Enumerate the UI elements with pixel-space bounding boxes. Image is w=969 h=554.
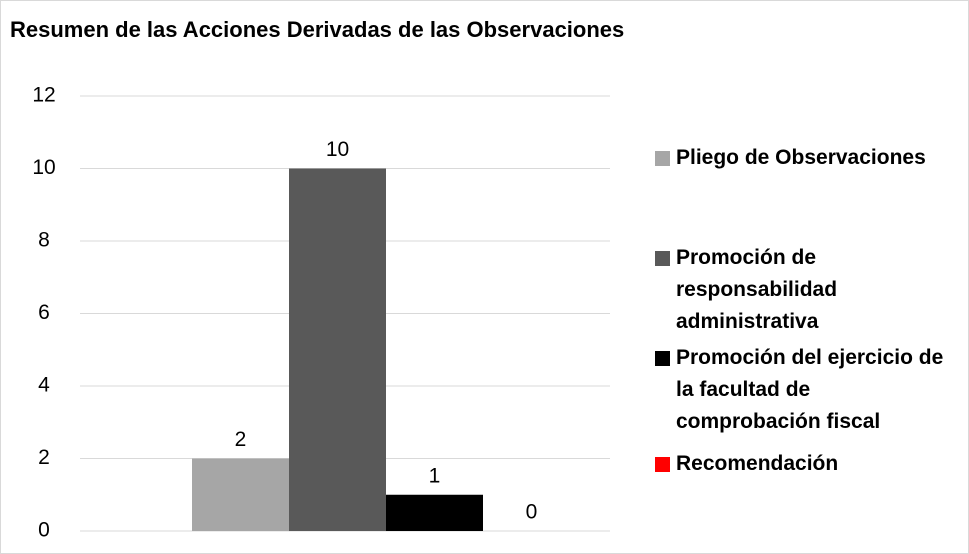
y-tick-label: 10: [32, 156, 55, 179]
legend-item: Promoción del ejercicio de la facultad d…: [655, 342, 955, 438]
legend-item: Pliego de Observaciones: [655, 142, 955, 174]
data-label: 10: [326, 138, 349, 161]
y-tick-label: 0: [38, 519, 50, 542]
data-label: 1: [429, 464, 441, 487]
bar: [386, 494, 483, 531]
legend-swatch: [655, 457, 670, 472]
legend-label: Promoción de responsabilidad administrat…: [676, 246, 838, 333]
legend-label: Pliego de Observaciones: [676, 146, 926, 169]
data-label: 0: [526, 501, 538, 524]
data-label: 2: [235, 428, 247, 451]
bar: [289, 168, 386, 531]
bar: [192, 458, 289, 531]
legend-item: Recomendación: [655, 448, 955, 480]
y-tick-label: 8: [38, 229, 50, 252]
y-tick-label: 6: [38, 301, 50, 324]
y-tick-label: 2: [38, 446, 50, 469]
y-tick-label: 4: [38, 374, 50, 397]
legend-label: Promoción del ejercicio de la facultad d…: [676, 346, 944, 433]
legend-item: Promoción de responsabilidad administrat…: [655, 242, 955, 338]
legend-swatch: [655, 351, 670, 366]
legend-swatch: [655, 251, 670, 266]
chart-title: Resumen de las Acciones Derivadas de las…: [10, 17, 624, 42]
legend-label: Recomendación: [676, 452, 839, 475]
y-tick-label: 12: [32, 84, 55, 107]
legend-swatch: [655, 151, 670, 166]
